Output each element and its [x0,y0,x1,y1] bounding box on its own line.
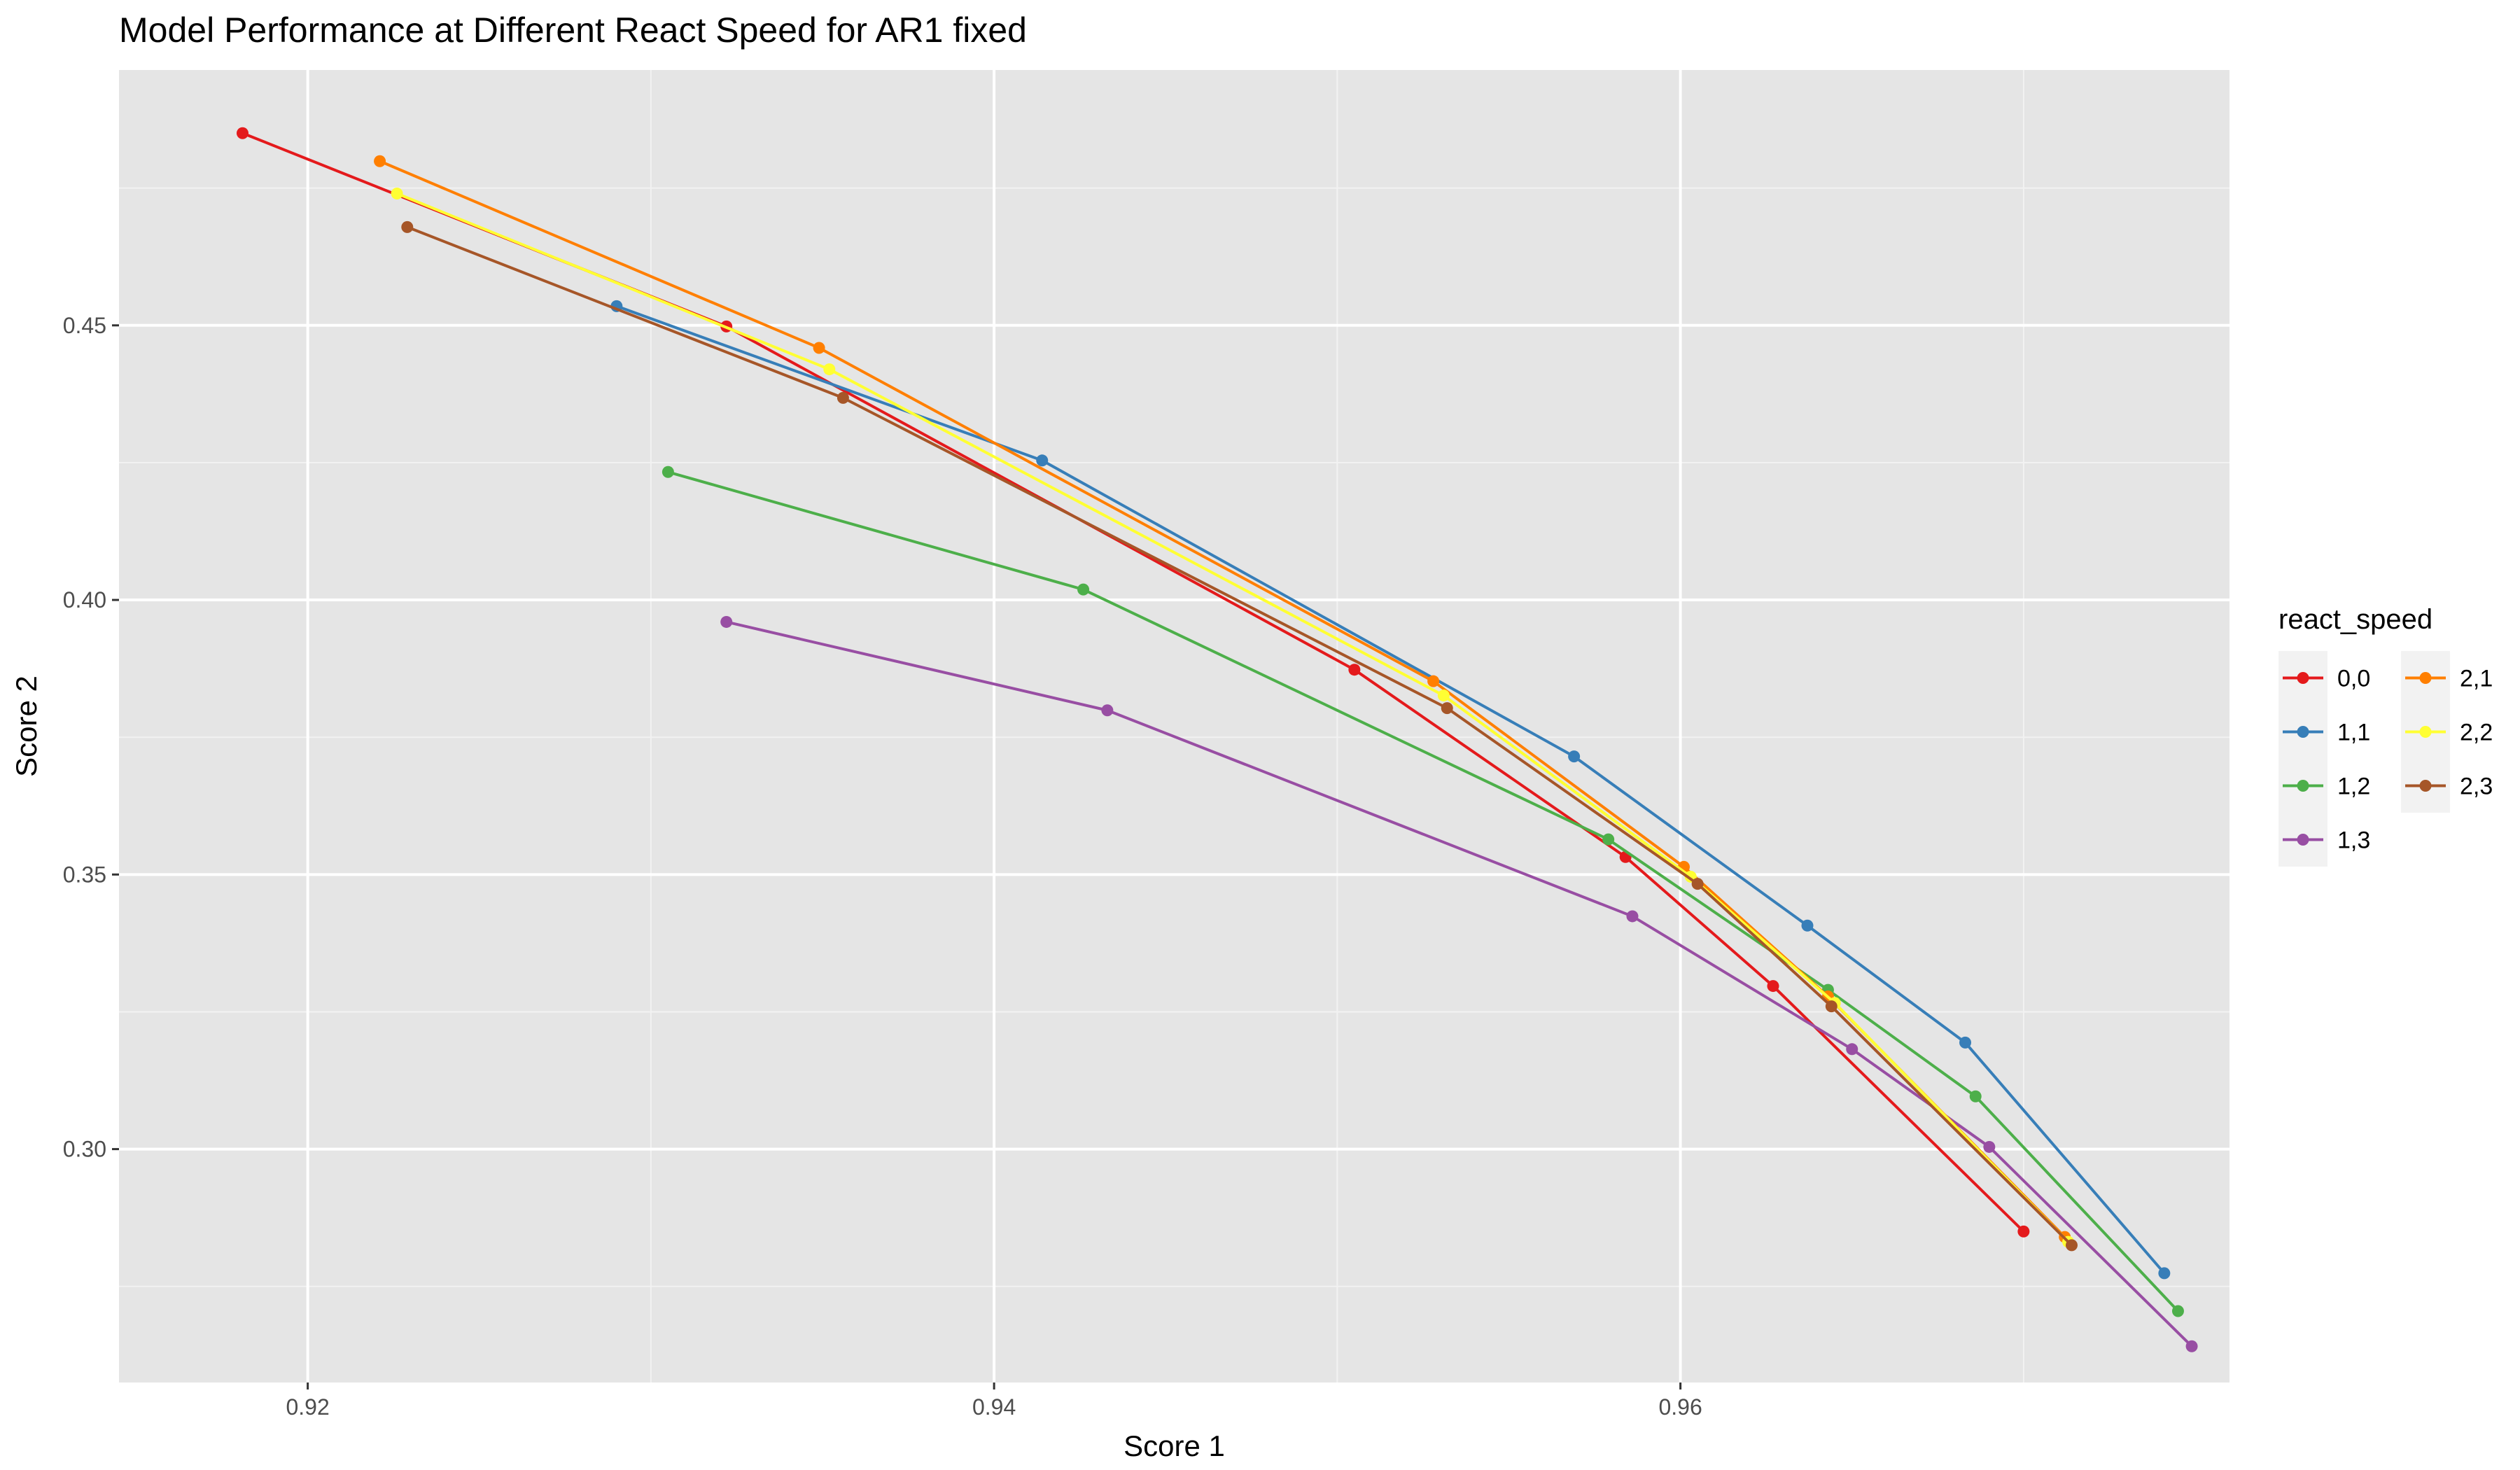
legend-label: 2,3 [2460,774,2493,800]
series-layer [236,127,2198,1352]
data-point [1348,664,1361,676]
legend-item-2-2: 2,2 [2401,705,2493,759]
data-point [1036,454,1049,467]
data-point [1801,919,1814,932]
x-axis-title: Score 1 [1124,1429,1225,1462]
data-point [2017,1225,2030,1238]
x-tick-label: 0.96 [1658,1394,1702,1420]
legend-item-2-1: 2,1 [2401,651,2493,705]
legend: react_speed 0,0 1,1 1,2 1,3 2,1 2,2 2,3 [2278,604,2493,867]
data-point [720,615,733,628]
y-tick-label: 0.35 [63,862,106,887]
data-point [1602,833,1615,846]
data-point [1825,1000,1837,1013]
data-point [1441,702,1453,715]
series-2-2 [391,188,2075,1248]
series-line [616,304,2166,1275]
legend-label: 1,2 [2337,774,2370,800]
data-point [662,465,674,478]
y-axis: 0.30 0.35 0.40 0.45 [63,313,119,1162]
data-point [236,127,248,139]
legend-key-point [2419,780,2432,792]
series-line [667,470,2179,1312]
legend-items: 0,0 1,1 1,2 1,3 2,1 2,2 2,3 [2283,651,2493,854]
y-axis-title: Score 2 [10,676,43,777]
x-tick-label: 0.94 [972,1394,1016,1420]
data-point [1691,878,1704,890]
series-1-3 [720,615,2198,1352]
data-point [1983,1140,1996,1153]
legend-item-0-0: 0,0 [2283,666,2370,692]
data-point [2065,1239,2078,1252]
legend-key-point [2419,672,2432,684]
legend-key-point [2297,726,2309,738]
data-point [2185,1340,2198,1352]
legend-key-point [2297,672,2309,684]
chart-title: Model Performance at Different React Spe… [119,10,1027,50]
legend-key-point [2419,726,2432,738]
data-point [1767,980,1779,993]
legend-key-point [2297,834,2309,846]
legend-label: 1,3 [2337,827,2370,854]
legend-key-point [2297,780,2309,792]
x-tick-label: 0.92 [286,1394,329,1420]
series-line [407,225,2073,1247]
y-tick-label: 0.40 [63,587,106,612]
data-point [374,155,386,167]
series-line [726,620,2193,1348]
data-point [391,188,403,200]
data-point [1427,675,1440,687]
data-point [813,342,825,354]
legend-item-1-3: 1,3 [2283,827,2370,854]
series-1-1 [610,300,2171,1280]
data-point [1626,910,1639,923]
data-point [2158,1267,2171,1280]
series-line [396,192,2070,1243]
data-point [1077,583,1090,596]
legend-title: react_speed [2278,604,2432,635]
data-point [836,391,849,404]
data-point [1568,750,1581,763]
plot-panel [119,70,2230,1382]
series-1-2 [662,465,2184,1317]
legend-item-1-2: 1,2 [2283,774,2370,800]
legend-item-1-1: 1,1 [2283,720,2370,746]
y-tick-label: 0.30 [63,1137,106,1162]
x-axis: 0.92 0.94 0.96 [286,1382,1702,1420]
data-point [2171,1305,2184,1317]
y-tick-label: 0.45 [63,313,106,338]
data-point [401,220,414,233]
legend-label: 2,1 [2460,666,2493,692]
legend-label: 0,0 [2337,666,2370,692]
data-point [1959,1036,1972,1049]
data-point [1846,1043,1858,1056]
legend-item-2-3: 2,3 [2401,759,2493,813]
data-point [1437,690,1450,702]
data-point [1101,704,1114,717]
legend-label: 2,2 [2460,720,2493,746]
series-2-3 [401,220,2078,1252]
data-point [823,363,836,376]
legend-label: 1,1 [2337,720,2370,746]
legend-key-background [2278,651,2328,867]
data-point [1969,1090,1982,1102]
grid-major [119,70,2230,1382]
